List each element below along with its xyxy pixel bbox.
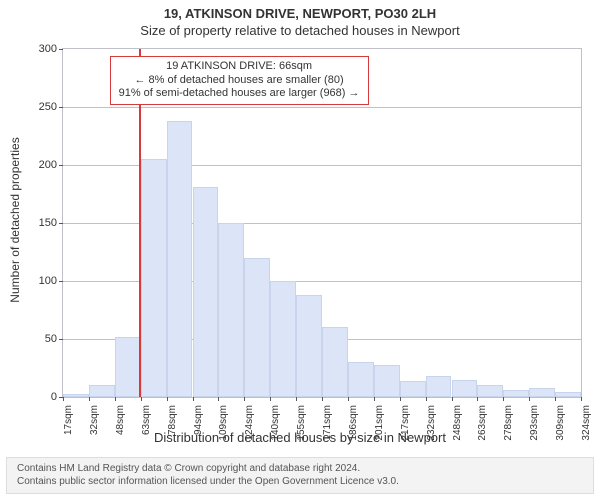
histogram-bar [63,394,89,397]
page-subtitle: Size of property relative to detached ho… [0,21,600,38]
histogram-bar [141,159,167,397]
y-tick-label: 0 [23,391,63,403]
footer-line-1: Contains HM Land Registry data © Crown c… [17,463,583,476]
y-tick-label: 300 [23,43,63,55]
y-tick-label: 50 [23,333,63,345]
histogram-bar [270,281,296,397]
x-tick-mark [348,397,349,401]
x-axis-title: Distribution of detached houses by size … [0,430,600,445]
y-tick-label: 100 [23,275,63,287]
y-tick-mark [59,339,63,340]
histogram-bar [477,385,503,397]
histogram-bar [218,223,244,397]
x-tick-mark [400,397,401,401]
x-tick-mark [167,397,168,401]
y-axis-title: Number of detached properties [8,137,22,302]
histogram-bar [167,121,193,397]
x-tick-mark [322,397,323,401]
chart-area: 05010015020025030017sqm32sqm48sqm63sqm78… [62,48,582,398]
histogram-bar [426,376,452,397]
x-tick-mark [452,397,453,401]
y-tick-mark [59,165,63,166]
x-tick-mark [218,397,219,401]
x-tick-mark [244,397,245,401]
histogram-bar [322,327,348,397]
info-box-line-2: ← 8% of detached houses are smaller (80) [119,74,360,88]
x-tick-mark [296,397,297,401]
x-tick-mark [270,397,271,401]
chart-plot: 05010015020025030017sqm32sqm48sqm63sqm78… [62,48,582,398]
y-tick-mark [59,49,63,50]
info-box-line-1: 19 ATKINSON DRIVE: 66sqm [119,60,360,74]
x-tick-mark [477,397,478,401]
histogram-bar [503,390,529,397]
info-box-line-3: 91% of semi-detached houses are larger (… [119,87,360,101]
histogram-bar [529,388,555,397]
y-tick-label: 250 [23,101,63,113]
x-tick-mark [89,397,90,401]
x-tick-mark [426,397,427,401]
x-tick-mark [529,397,530,401]
histogram-bar [244,258,270,397]
histogram-bar [115,337,141,397]
y-tick-label: 150 [23,217,63,229]
x-tick-mark [374,397,375,401]
y-tick-mark [59,223,63,224]
y-tick-mark [59,107,63,108]
footer-attribution: Contains HM Land Registry data © Crown c… [6,457,594,494]
x-tick-mark [581,397,582,401]
x-tick-mark [115,397,116,401]
histogram-bar [374,365,400,397]
histogram-bar [193,187,219,397]
histogram-bar [348,362,374,397]
info-box: 19 ATKINSON DRIVE: 66sqm← 8% of detached… [110,56,369,105]
x-tick-mark [63,397,64,401]
x-tick-mark [503,397,504,401]
histogram-bar [555,392,581,397]
x-tick-mark [141,397,142,401]
histogram-bar [89,385,115,397]
page-root: 19, ATKINSON DRIVE, NEWPORT, PO30 2LH Si… [0,0,600,500]
y-tick-label: 200 [23,159,63,171]
x-tick-mark [193,397,194,401]
histogram-bar [400,381,426,397]
histogram-bar [452,380,478,397]
histogram-bar [296,295,322,397]
x-tick-mark [555,397,556,401]
y-tick-mark [59,281,63,282]
footer-line-2: Contains public sector information licen… [17,476,583,489]
page-title: 19, ATKINSON DRIVE, NEWPORT, PO30 2LH [0,0,600,21]
